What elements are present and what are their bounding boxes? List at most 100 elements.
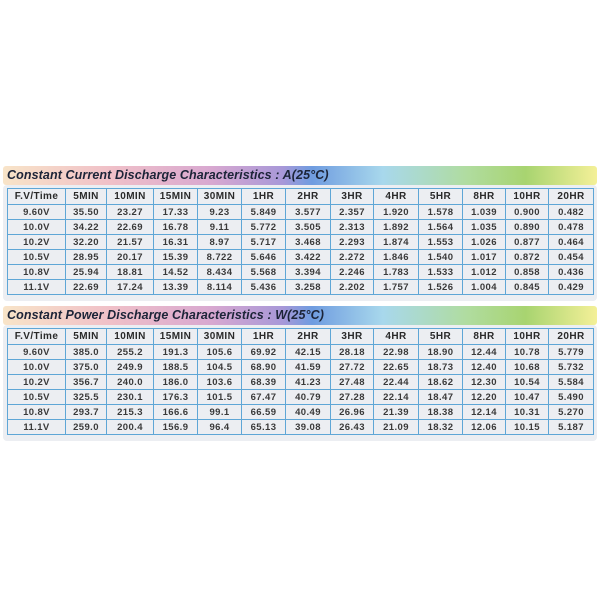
value-cell: 18.32 bbox=[418, 419, 463, 435]
value-cell: 18.47 bbox=[418, 389, 463, 405]
value-cell: 0.890 bbox=[505, 219, 549, 235]
value-cell: 8.97 bbox=[197, 234, 242, 250]
value-cell: 249.9 bbox=[106, 359, 154, 375]
value-cell: 0.436 bbox=[548, 264, 594, 280]
table-row: 10.2V 32.20 21.57 16.31 8.97 5.717 3.468 2.293 1… bbox=[7, 234, 594, 250]
column-header: 1HR bbox=[241, 188, 286, 205]
table-row: 11.1V 22.69 17.24 13.39 8.114 5.436 3.258 2.202… bbox=[7, 279, 594, 295]
value-cell: 22.44 bbox=[373, 374, 419, 390]
value-cell: 5.732 bbox=[548, 359, 594, 375]
value-cell: 1.564 bbox=[418, 219, 463, 235]
value-cell: 32.20 bbox=[65, 234, 107, 250]
value-cell: 18.90 bbox=[418, 344, 463, 360]
value-cell: 5.717 bbox=[241, 234, 286, 250]
value-cell: 5.584 bbox=[548, 374, 594, 390]
column-header: 5HR bbox=[418, 188, 463, 205]
column-header: 2HR bbox=[285, 328, 331, 345]
header-row: F.V/Time 5MIN 10MIN 15MIN 30MIN 1HR 2HR 3HR 4HR 5… bbox=[7, 188, 594, 205]
value-cell: 68.90 bbox=[241, 359, 286, 375]
value-cell: 9.23 bbox=[197, 204, 242, 220]
column-header: 1HR bbox=[241, 328, 286, 345]
value-cell: 8.114 bbox=[197, 279, 242, 295]
current-table-title: Constant Current Discharge Characteristi… bbox=[7, 168, 329, 182]
value-cell: 1.783 bbox=[373, 264, 419, 280]
value-cell: 10.47 bbox=[505, 389, 549, 405]
power-table-title-banner: Constant Power Discharge Characteristics… bbox=[3, 306, 597, 325]
column-header: F.V/Time bbox=[7, 328, 66, 345]
value-cell: 356.7 bbox=[65, 374, 107, 390]
value-cell: 0.872 bbox=[505, 249, 549, 265]
value-cell: 105.6 bbox=[197, 344, 242, 360]
value-cell: 22.65 bbox=[373, 359, 419, 375]
column-header: F.V/Time bbox=[7, 188, 66, 205]
value-cell: 12.30 bbox=[462, 374, 506, 390]
value-cell: 10.54 bbox=[505, 374, 549, 390]
value-cell: 188.5 bbox=[153, 359, 198, 375]
value-cell: 240.0 bbox=[106, 374, 154, 390]
value-cell: 166.6 bbox=[153, 404, 198, 420]
value-cell: 1.578 bbox=[418, 204, 463, 220]
value-cell: 1.035 bbox=[462, 219, 506, 235]
column-header: 8HR bbox=[462, 188, 506, 205]
value-cell: 28.18 bbox=[330, 344, 374, 360]
column-header: 5MIN bbox=[65, 188, 107, 205]
power-discharge-table: F.V/Time 5MIN 10MIN 15MIN 30MIN 1HR 2HR 3HR 4HR 5… bbox=[7, 328, 594, 435]
value-cell: 5.490 bbox=[548, 389, 594, 405]
value-cell: 0.429 bbox=[548, 279, 594, 295]
table-row: 9.60V 385.0 255.2 191.3 105.6 69.92 42.15 28.18… bbox=[7, 344, 594, 360]
value-cell: 69.92 bbox=[241, 344, 286, 360]
value-cell: 156.9 bbox=[153, 419, 198, 435]
value-cell: 22.69 bbox=[65, 279, 107, 295]
value-cell: 375.0 bbox=[65, 359, 107, 375]
value-cell: 20.17 bbox=[106, 249, 154, 265]
value-cell: 3.505 bbox=[285, 219, 331, 235]
value-cell: 2.246 bbox=[330, 264, 374, 280]
value-cell: 22.98 bbox=[373, 344, 419, 360]
value-cell: 1.920 bbox=[373, 204, 419, 220]
value-cell: 1.846 bbox=[373, 249, 419, 265]
value-cell: 1.026 bbox=[462, 234, 506, 250]
value-cell: 200.4 bbox=[106, 419, 154, 435]
value-cell: 2.202 bbox=[330, 279, 374, 295]
value-cell: 12.40 bbox=[462, 359, 506, 375]
value-cell: 16.78 bbox=[153, 219, 198, 235]
column-header: 3HR bbox=[330, 188, 374, 205]
value-cell: 3.577 bbox=[285, 204, 331, 220]
table-row: 9.60V 35.50 23.27 17.33 9.23 5.849 3.577 2.357 1… bbox=[7, 204, 594, 220]
value-cell: 5.270 bbox=[548, 404, 594, 420]
value-cell: 5.187 bbox=[548, 419, 594, 435]
value-cell: 0.464 bbox=[548, 234, 594, 250]
value-cell: 66.59 bbox=[241, 404, 286, 420]
power-table-title: Constant Power Discharge Characteristics… bbox=[7, 308, 325, 322]
value-cell: 2.293 bbox=[330, 234, 374, 250]
column-header: 20HR bbox=[548, 188, 594, 205]
value-cell: 230.1 bbox=[106, 389, 154, 405]
value-cell: 96.4 bbox=[197, 419, 242, 435]
value-cell: 1.017 bbox=[462, 249, 506, 265]
value-cell: 42.15 bbox=[285, 344, 331, 360]
value-cell: 3.468 bbox=[285, 234, 331, 250]
value-cell: 40.49 bbox=[285, 404, 331, 420]
column-header: 8HR bbox=[462, 328, 506, 345]
value-cell: 1.874 bbox=[373, 234, 419, 250]
table-row: 10.5V 28.95 20.17 15.39 8.722 5.646 3.422 2.272… bbox=[7, 249, 594, 265]
value-cell: 28.95 bbox=[65, 249, 107, 265]
value-cell: 65.13 bbox=[241, 419, 286, 435]
column-header: 4HR bbox=[373, 328, 419, 345]
value-cell: 215.3 bbox=[106, 404, 154, 420]
value-cell: 26.96 bbox=[330, 404, 374, 420]
column-header: 10MIN bbox=[106, 328, 154, 345]
value-cell: 18.38 bbox=[418, 404, 463, 420]
voltage-cell: 11.1V bbox=[7, 419, 66, 435]
current-discharge-table: F.V/Time 5MIN 10MIN 15MIN 30MIN 1HR 2HR 3HR 4HR 5… bbox=[7, 188, 594, 295]
value-cell: 23.27 bbox=[106, 204, 154, 220]
value-cell: 41.59 bbox=[285, 359, 331, 375]
value-cell: 5.779 bbox=[548, 344, 594, 360]
value-cell: 2.272 bbox=[330, 249, 374, 265]
column-header: 5MIN bbox=[65, 328, 107, 345]
value-cell: 21.57 bbox=[106, 234, 154, 250]
voltage-cell: 10.0V bbox=[7, 359, 66, 375]
value-cell: 17.33 bbox=[153, 204, 198, 220]
value-cell: 191.3 bbox=[153, 344, 198, 360]
value-cell: 26.43 bbox=[330, 419, 374, 435]
